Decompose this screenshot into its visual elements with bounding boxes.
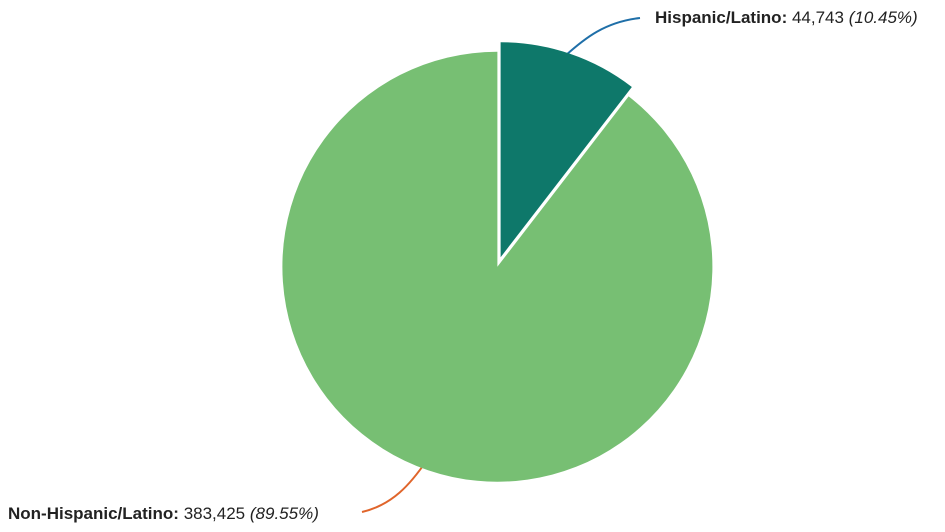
data-label-percent: (89.55%) — [249, 504, 319, 523]
data-label-name: Hispanic/Latino: — [655, 8, 788, 27]
pie-slice-non-hispanic[interactable] — [282, 51, 713, 482]
leader-line-hispanic — [564, 17, 641, 57]
pie-slice-hispanic[interactable] — [500, 42, 632, 258]
leader-line-non-hispanic — [361, 459, 428, 513]
data-label-name: Non-Hispanic/Latino: — [8, 504, 179, 523]
data-label-percent: (10.45%) — [848, 8, 918, 27]
data-label-value: 383,425 — [183, 504, 246, 523]
data-label-hispanic: Hispanic/Latino: 44,743 (10.45%) — [655, 8, 918, 28]
data-label-value: 44,743 — [791, 8, 844, 27]
data-label-non-hispanic: Non-Hispanic/Latino: 383,425 (89.55%) — [8, 504, 319, 524]
